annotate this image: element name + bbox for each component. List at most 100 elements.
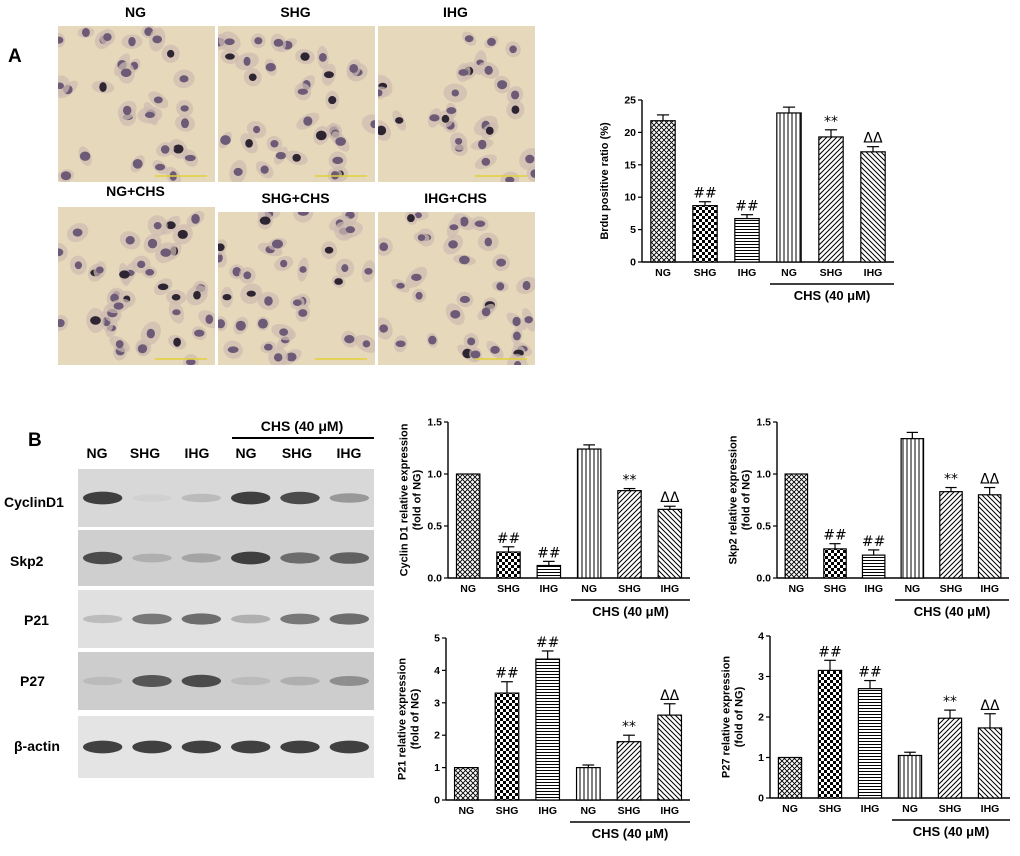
significance-mark: ** [622, 719, 636, 735]
y-axis-label: P27 relative expression(fold of NG) [720, 656, 745, 779]
bar [617, 490, 642, 579]
bar [496, 551, 521, 579]
group-label: CHS (40 μM) [794, 288, 871, 303]
bar [784, 473, 809, 579]
x-tick-label: IHG [861, 803, 880, 815]
y-tick-label: 1 [434, 762, 440, 774]
skp2-chart: 0.0 0.5 1.0 1.5 Skp2 relative expression(fol… [727, 412, 1015, 634]
x-tick-label: NG [580, 805, 596, 817]
micrograph-label-ng-chs: NG+CHS [106, 183, 165, 199]
group-label: CHS (40 μM) [592, 604, 669, 619]
bar [818, 136, 844, 263]
bar [900, 438, 925, 579]
y-tick-label: 3 [758, 671, 764, 683]
bar [692, 205, 718, 263]
significance-mark: ΔΔ [660, 688, 680, 704]
y-tick-label: 1.0 [427, 469, 442, 481]
blot-strip-p27 [78, 652, 374, 710]
blot-lane-label: IHG [336, 445, 362, 461]
micrograph-ng-chs [58, 207, 215, 365]
bar [650, 120, 676, 263]
y-tick-label: 15 [624, 159, 636, 171]
blot-row-label-p21: P21 [24, 612, 49, 628]
significance-mark: ΔΔ [980, 472, 1000, 488]
micrograph-label-shg: SHG [280, 4, 311, 20]
x-tick-label: SHG [939, 803, 962, 815]
y-tick-label: 2 [434, 730, 440, 742]
x-tick-label: SHG [940, 583, 963, 595]
y-axis-label: Brdu positive ratio (%) [599, 122, 611, 240]
x-tick-label: IHG [660, 805, 679, 817]
blot-strip-cyclind1 [78, 469, 374, 527]
x-tick-label: IHG [660, 583, 679, 595]
x-tick-label: SHG [618, 583, 641, 595]
bar [616, 741, 642, 801]
x-tick-label: IHG [538, 805, 557, 817]
y-tick-label: 0.0 [756, 573, 771, 585]
micrograph-ihg [378, 26, 535, 182]
bar [817, 669, 843, 799]
micrograph-label-ihg: IHG [443, 4, 468, 20]
y-tick-label: 4 [434, 665, 440, 677]
y-tick-label: 0.0 [427, 573, 442, 585]
blot-strip-p21 [78, 590, 374, 648]
x-tick-label: NG [655, 267, 671, 279]
significance-mark: ## [858, 665, 881, 681]
bar [536, 564, 562, 579]
blot-lane-label: NG [86, 445, 108, 461]
x-tick-label: IHG [738, 267, 757, 279]
bar [494, 692, 520, 801]
blot-lane-label: IHG [184, 445, 210, 461]
bar [937, 717, 963, 799]
bar [535, 658, 561, 801]
blot-row-label-p27: P27 [20, 673, 45, 689]
x-tick-label: IHG [980, 583, 999, 595]
blot-lane-label: SHG [281, 445, 313, 461]
significance-mark: ## [537, 545, 560, 561]
significance-mark: ## [693, 186, 716, 202]
x-tick-label: SHG [824, 583, 847, 595]
significance-mark: ** [944, 472, 958, 488]
significance-mark: ** [824, 114, 838, 130]
y-tick-label: 2 [758, 712, 764, 724]
blot-lane-label: NG [235, 445, 257, 461]
bar [777, 756, 803, 799]
blot-row-label-skp2: Skp2 [10, 553, 44, 569]
x-tick-label: SHG [497, 583, 520, 595]
micrograph-label-ng: NG [125, 4, 146, 20]
y-axis-label: Skp2 relative expression(fold of NG) [727, 435, 752, 564]
x-tick-label: NG [458, 805, 474, 817]
significance-mark: ## [862, 534, 885, 550]
x-tick-label: SHG [496, 805, 519, 817]
significance-mark: ** [623, 473, 637, 489]
panel-b-letter: B [28, 430, 42, 451]
y-tick-label: 4 [758, 631, 764, 643]
x-tick-label: IHG [981, 803, 1000, 815]
bar [977, 727, 1003, 799]
y-tick-label: 3 [434, 697, 440, 709]
p27-chart: 0 1 2 3 4 P27 relative expression(fold of NG)… [720, 626, 1016, 854]
bar [455, 473, 481, 579]
micrograph-ihg-chs [378, 212, 535, 365]
significance-mark: ## [818, 644, 841, 660]
y-tick-label: 0 [630, 257, 636, 269]
y-tick-label: 1.5 [427, 417, 442, 429]
y-tick-label: 25 [624, 95, 636, 107]
y-axis-label: Cyclin D1 relative expression(fold of NG… [398, 423, 423, 576]
bar [575, 767, 601, 801]
x-tick-label: NG [581, 583, 597, 595]
significance-mark: ΔΔ [980, 698, 1000, 714]
y-tick-label: 20 [624, 127, 636, 139]
y-tick-label: 0 [758, 793, 764, 805]
bar [576, 448, 602, 579]
blot-group-label: CHS (40 μM) [260, 418, 344, 434]
x-tick-label: NG [460, 583, 476, 595]
x-tick-label: IHG [864, 583, 883, 595]
x-tick-label: NG [781, 267, 797, 279]
micrograph-label-ihg-chs: IHG+CHS [424, 190, 487, 206]
x-tick-label: NG [782, 803, 798, 815]
significance-mark: ΔΔ [863, 131, 883, 147]
y-tick-label: 1 [758, 752, 764, 764]
y-tick-label: 5 [434, 633, 440, 645]
micrograph-ng [58, 26, 215, 182]
